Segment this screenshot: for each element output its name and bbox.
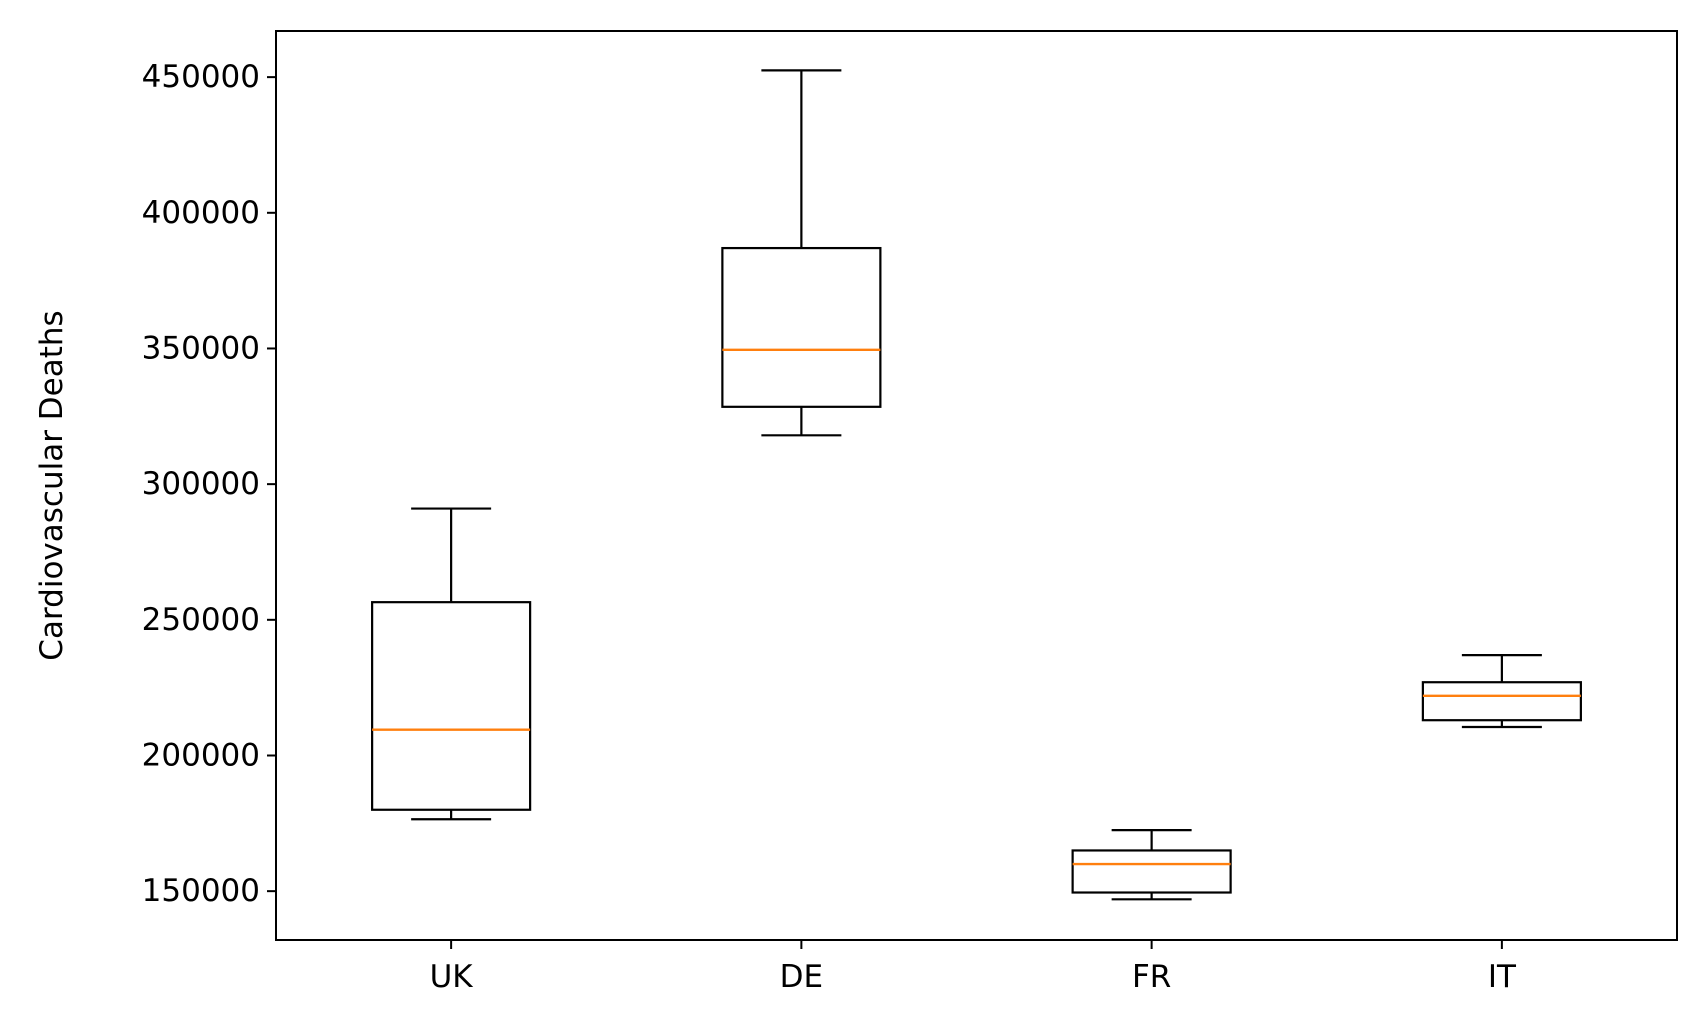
iqr-box (1071, 849, 1232, 894)
y-tick-label: 450000 (142, 59, 260, 95)
y-tick-label: 250000 (142, 602, 260, 638)
y-tick-label: 200000 (142, 737, 260, 773)
y-tick-label: 400000 (142, 195, 260, 231)
y-tick-label: 350000 (142, 330, 260, 366)
box-fr (1071, 829, 1232, 901)
y-axis-label: Cardiovascular Deaths (34, 310, 70, 660)
box-de (721, 69, 882, 437)
box-uk (371, 507, 532, 821)
y-tick-label: 300000 (142, 466, 260, 502)
x-tick-label: UK (430, 959, 474, 995)
plot-frame (275, 30, 1678, 941)
x-tick-label: FR (1132, 959, 1171, 995)
iqr-box (1421, 681, 1582, 722)
y-axis: 150000 200000 250000 300000 350000 400000 4500… (142, 59, 276, 909)
iqr-box (371, 601, 532, 811)
iqr-box (721, 246, 882, 408)
box-it (1421, 653, 1582, 729)
y-tick-label: 150000 (142, 873, 260, 909)
x-tick-label: DE (780, 959, 823, 995)
x-tick-label: IT (1488, 959, 1517, 995)
plot-area (275, 30, 1678, 941)
boxes-layer (371, 69, 1582, 901)
x-axis: UK DE FR IT (430, 940, 1517, 995)
